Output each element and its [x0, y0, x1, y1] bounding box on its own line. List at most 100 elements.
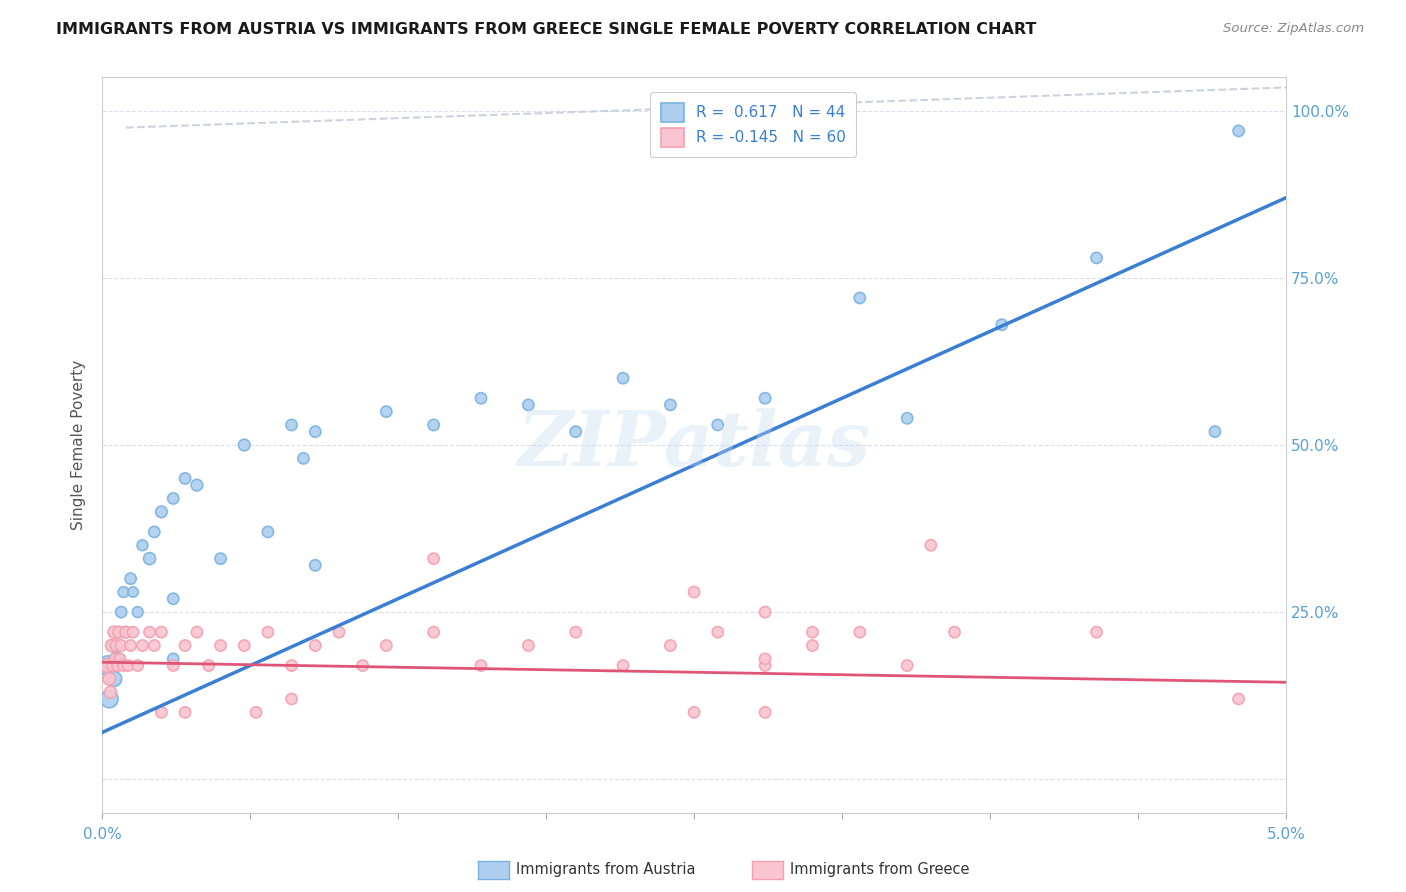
Point: [683, 706, 706, 720]
Point: [100, 639, 122, 653]
Point: [143, 639, 166, 653]
Point: [245, 706, 267, 720]
Point: [98, 692, 121, 706]
Point: [754, 658, 776, 673]
Point: [991, 318, 1014, 332]
Point: [110, 605, 132, 619]
Point: [470, 658, 492, 673]
Point: [174, 706, 197, 720]
Point: [849, 291, 872, 305]
Point: [257, 524, 280, 539]
Point: [849, 625, 872, 640]
Point: [186, 478, 208, 492]
Point: [96, 658, 118, 673]
Point: [920, 538, 942, 552]
Point: [754, 652, 776, 666]
Point: [107, 658, 129, 673]
Point: [659, 639, 682, 653]
Text: 0.0%: 0.0%: [83, 827, 121, 842]
Point: [103, 625, 125, 640]
Point: [517, 639, 540, 653]
Point: [131, 538, 153, 552]
Text: ZIPatlas: ZIPatlas: [517, 408, 870, 482]
Point: [233, 438, 256, 452]
Point: [120, 572, 142, 586]
Text: Source: ZipAtlas.com: Source: ZipAtlas.com: [1223, 22, 1364, 36]
Y-axis label: Single Female Poverty: Single Female Poverty: [72, 359, 86, 530]
Point: [304, 425, 326, 439]
Point: [801, 625, 824, 640]
Point: [754, 706, 776, 720]
Point: [138, 625, 160, 640]
Legend: R =  0.617   N = 44, R = -0.145   N = 60: R = 0.617 N = 44, R = -0.145 N = 60: [650, 93, 856, 157]
Point: [138, 551, 160, 566]
Point: [209, 551, 232, 566]
Point: [127, 658, 149, 673]
Point: [612, 658, 634, 673]
Text: Immigrants from Austria: Immigrants from Austria: [516, 863, 696, 877]
Point: [112, 658, 135, 673]
Point: [107, 625, 129, 640]
Point: [143, 524, 166, 539]
Point: [127, 605, 149, 619]
Point: [107, 625, 129, 640]
Point: [375, 404, 398, 418]
Point: [233, 639, 256, 653]
Point: [706, 417, 728, 432]
Point: [1204, 425, 1226, 439]
Point: [101, 639, 124, 653]
Point: [564, 625, 586, 640]
Point: [328, 625, 350, 640]
Point: [100, 685, 122, 699]
Point: [115, 625, 138, 640]
Point: [304, 558, 326, 573]
Point: [98, 672, 121, 686]
Point: [422, 417, 444, 432]
Point: [103, 672, 125, 686]
Point: [150, 505, 173, 519]
Point: [352, 658, 374, 673]
Point: [801, 639, 824, 653]
Point: [150, 706, 173, 720]
Point: [896, 658, 918, 673]
Point: [683, 585, 706, 599]
Point: [150, 625, 173, 640]
Point: [422, 551, 444, 566]
Point: [186, 625, 208, 640]
Text: 5.0%: 5.0%: [1267, 827, 1305, 842]
Point: [120, 639, 142, 653]
Point: [280, 417, 302, 432]
Point: [1085, 625, 1108, 640]
Point: [117, 658, 139, 673]
Point: [280, 692, 302, 706]
Point: [564, 425, 586, 439]
Point: [1227, 692, 1250, 706]
Point: [162, 491, 184, 506]
Point: [292, 451, 315, 466]
Point: [754, 391, 776, 405]
Point: [100, 658, 122, 673]
Point: [108, 652, 131, 666]
Point: [280, 658, 302, 673]
Point: [304, 639, 326, 653]
Text: IMMIGRANTS FROM AUSTRIA VS IMMIGRANTS FROM GREECE SINGLE FEMALE POVERTY CORRELAT: IMMIGRANTS FROM AUSTRIA VS IMMIGRANTS FR…: [56, 22, 1036, 37]
Point: [470, 391, 492, 405]
Point: [122, 625, 145, 640]
Point: [97, 658, 120, 673]
Point: [896, 411, 918, 425]
Point: [105, 639, 128, 653]
Point: [197, 658, 219, 673]
Point: [422, 625, 444, 640]
Point: [174, 639, 197, 653]
Point: [110, 639, 132, 653]
Point: [517, 398, 540, 412]
Point: [162, 652, 184, 666]
Point: [209, 639, 232, 653]
Point: [112, 585, 135, 599]
Point: [754, 605, 776, 619]
Point: [375, 639, 398, 653]
Point: [943, 625, 966, 640]
Point: [115, 625, 138, 640]
Point: [1085, 251, 1108, 265]
Point: [162, 658, 184, 673]
